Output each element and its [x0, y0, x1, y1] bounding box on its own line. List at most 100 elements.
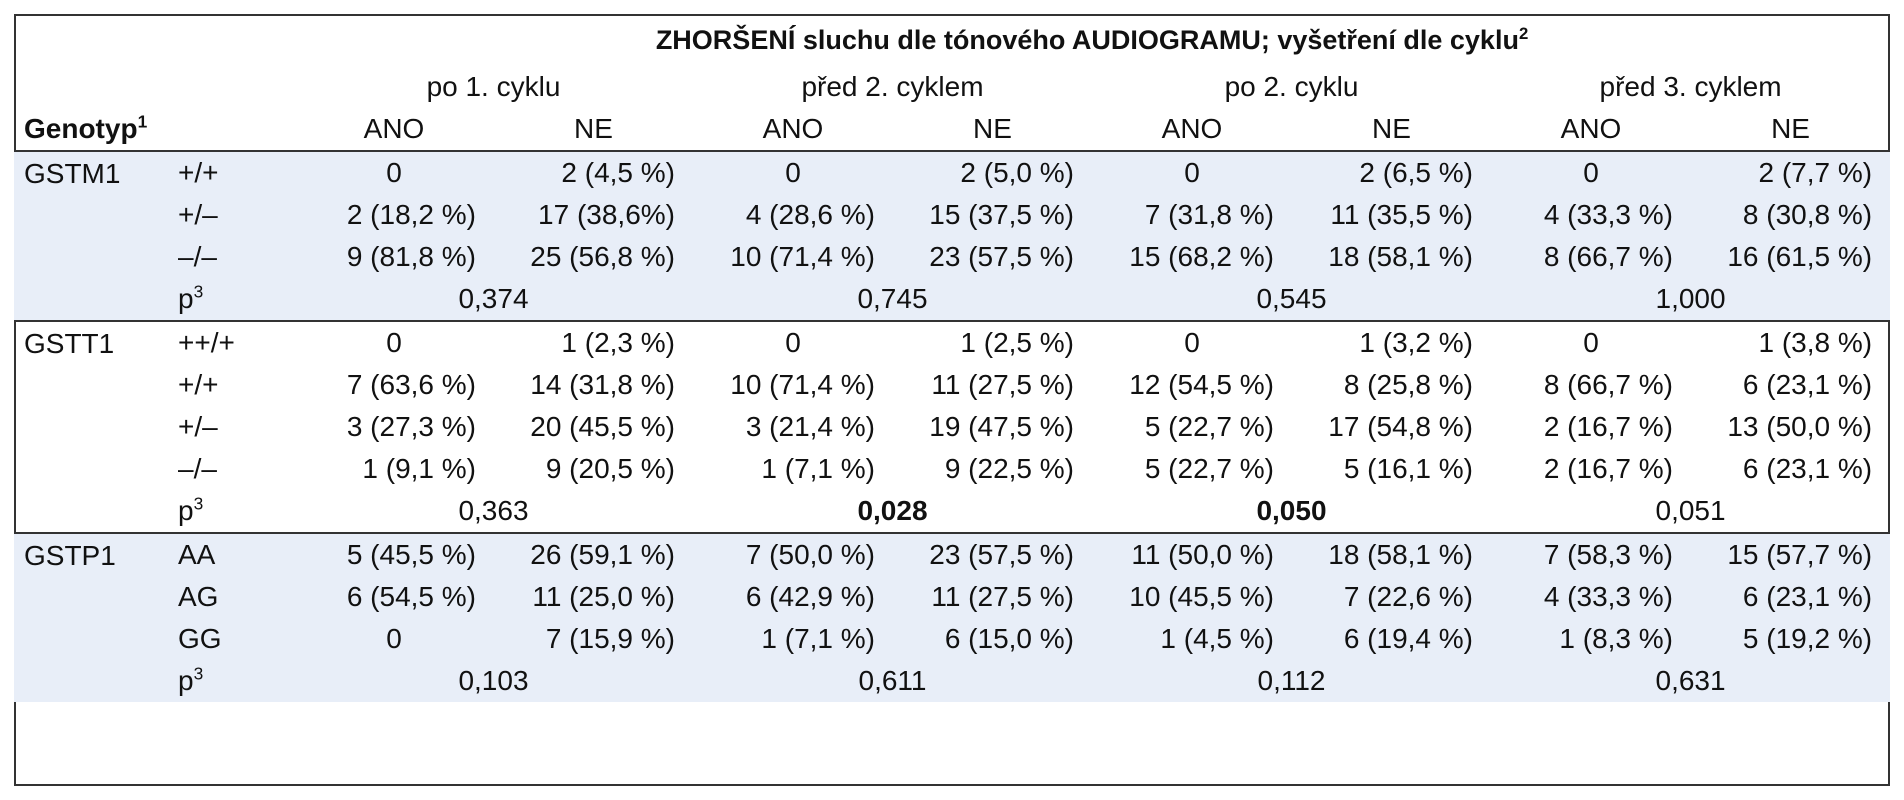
p-value-row: p3 0,103 0,611 0,112 0,631 — [14, 660, 1891, 702]
table-row: +/– 2 (18,2 %) 17 (38,6%) 4 (28,6 %) 15 (37,… — [14, 194, 1891, 236]
cycle-header: před 3. cyklem — [1599, 71, 1782, 102]
table-row: –/– 9 (81,8 %) 25 (56,8 %) 10 (71,4 %) 23 (5… — [14, 236, 1891, 278]
cycle-header: před 2. cyklem — [801, 71, 984, 102]
column-header-row: Genotyp1 ANO NE ANO NE ANO NE ANO NE — [14, 108, 1890, 151]
ano-value: 6 (42,9 %) — [693, 576, 893, 618]
p-value: 0,545 — [1092, 278, 1491, 321]
ano-header: ANO — [1560, 113, 1622, 144]
table-title: ZHORŠENÍ sluchu dle tónového AUDIOGRAMU;… — [655, 23, 1529, 55]
ne-value: 2 (5,0 %) — [893, 150, 1092, 194]
ano-value: 3 (27,3 %) — [346, 411, 476, 442]
ne-value: 23 (57,5 %) — [893, 236, 1092, 278]
genotype-label: –/– — [178, 453, 217, 484]
ne-value: 9 (20,5 %) — [545, 453, 675, 484]
p-value-row: p3 0,363 0,028 0,050 0,051 — [14, 490, 1890, 533]
ano-value: 11 (50,0 %) — [1092, 532, 1292, 576]
ano-value: 12 (54,5 %) — [1129, 369, 1274, 400]
genotype-hearing-table: ZHORŠENÍ sluchu dle tónového AUDIOGRAMU;… — [14, 14, 1891, 702]
ne-value: 2 (6,5 %) — [1292, 150, 1491, 194]
table-row: –/– 1 (9,1 %) 9 (20,5 %) 1 (7,1 %) 9 (22,5 %… — [14, 448, 1890, 490]
ne-value: 5 (19,2 %) — [1691, 618, 1891, 660]
gene-name: GSTP1 — [14, 532, 174, 702]
ne-value: 6 (19,4 %) — [1292, 618, 1491, 660]
ano-value: 1 (4,5 %) — [1092, 618, 1292, 660]
ano-value: 8 (66,7 %) — [1491, 236, 1691, 278]
ano-header: ANO — [363, 113, 425, 144]
ano-value: 2 (16,7 %) — [1543, 453, 1673, 484]
ano-value: 10 (71,4 %) — [693, 236, 893, 278]
ano-value: 8 (66,7 %) — [1543, 369, 1673, 400]
ne-value: 15 (57,7 %) — [1691, 532, 1891, 576]
ne-value: 6 (23,1 %) — [1742, 369, 1873, 400]
ne-value: 2 (4,5 %) — [494, 150, 693, 194]
ne-value: 1 (3,2 %) — [1292, 320, 1491, 364]
ano-value: 0 — [1491, 150, 1691, 194]
ano-value: 1 (9,1 %) — [362, 453, 476, 484]
ne-value: 13 (50,0 %) — [1727, 411, 1873, 442]
ano-value: 0 — [294, 320, 494, 364]
ne-value: 17 (38,6%) — [494, 194, 693, 236]
ano-value: 0 — [1092, 320, 1292, 364]
ano-value: 0 — [294, 150, 494, 194]
genotype-label: +/+ — [174, 150, 294, 194]
ano-value: 15 (68,2 %) — [1092, 236, 1292, 278]
ano-value: 0 — [294, 618, 494, 660]
table-row: +/+ 7 (63,6 %) 14 (31,8 %) 10 (71,4 %) 11 (2… — [14, 364, 1890, 406]
p-value: 0,363 — [458, 495, 529, 526]
p-value: 0,745 — [693, 278, 1092, 321]
ne-value: 9 (22,5 %) — [944, 453, 1074, 484]
ne-value: 11 (27,5 %) — [893, 576, 1092, 618]
ano-value: 0 — [1092, 150, 1292, 194]
genotype-label: +/– — [178, 411, 218, 442]
ano-header: ANO — [762, 113, 824, 144]
ne-value: 16 (61,5 %) — [1691, 236, 1891, 278]
p-value: 0,050 — [1256, 495, 1327, 526]
ne-value: 20 (45,5 %) — [530, 411, 675, 442]
table-row: GSTM1 +/+ 0 2 (4,5 %) 0 2 (5,0 %) 0 2 (6,5 %) 0 2… — [14, 150, 1891, 321]
ano-value: 9 (81,8 %) — [294, 236, 494, 278]
ne-value: 8 (30,8 %) — [1691, 194, 1891, 236]
genotype-label: AA — [174, 532, 294, 576]
p-label: p3 — [174, 278, 294, 321]
ne-value: 6 (23,1 %) — [1742, 453, 1873, 484]
p-value: 1,000 — [1491, 278, 1891, 321]
ne-header: NE — [1372, 113, 1411, 144]
ano-value: 5 (45,5 %) — [294, 532, 494, 576]
ne-value: 8 (25,8 %) — [1343, 369, 1473, 400]
table-body: GSTM1 +/+ 0 2 (4,5 %) 0 2 (5,0 %) 0 2 (6,5 %) 0 2… — [14, 150, 1891, 702]
p-value: 0,374 — [294, 278, 693, 321]
genotype-label: +/+ — [178, 369, 219, 400]
ano-value: 7 (50,0 %) — [693, 532, 893, 576]
p-value: 0,631 — [1491, 660, 1891, 702]
p-value: 0,028 — [857, 495, 928, 526]
p-value-row: p3 0,374 0,745 0,545 1,000 — [14, 278, 1891, 321]
ne-value: 11 (27,5 %) — [931, 369, 1074, 400]
ne-value: 25 (56,8 %) — [494, 236, 693, 278]
p-label: p3 — [174, 660, 294, 702]
ano-value: 10 (45,5 %) — [1092, 576, 1292, 618]
cycle-header-row: po 1. cyklu před 2. cyklem po 2. cyklu p… — [14, 66, 1890, 108]
ano-value: 0 — [693, 320, 893, 364]
p-value: 0,051 — [1655, 495, 1726, 526]
ano-value: 7 (31,8 %) — [1092, 194, 1292, 236]
ano-value: 7 (63,6 %) — [346, 369, 476, 400]
ano-value: 5 (22,7 %) — [1144, 453, 1274, 484]
ano-value: 4 (33,3 %) — [1491, 576, 1691, 618]
ne-value: 14 (31,8 %) — [530, 369, 675, 400]
ne-header: NE — [1771, 113, 1810, 144]
ne-value: 7 (22,6 %) — [1292, 576, 1491, 618]
ano-value: 4 (28,6 %) — [693, 194, 893, 236]
p-label: p3 — [178, 493, 204, 526]
ne-header: NE — [574, 113, 613, 144]
table-row: GSTT1 ++/+ 0 1 (2,3 %) 0 1 (2,5 %) 0 1 (3,2 %) 0… — [14, 320, 1891, 533]
p-value: 0,611 — [693, 660, 1092, 702]
ne-value: 18 (58,1 %) — [1292, 236, 1491, 278]
ne-value: 18 (58,1 %) — [1292, 532, 1491, 576]
ne-value: 1 (3,8 %) — [1691, 320, 1891, 364]
ano-value: 10 (71,4 %) — [730, 369, 875, 400]
genotype-header: Genotyp1 — [24, 111, 148, 144]
ano-value: 5 (22,7 %) — [1144, 411, 1274, 442]
ano-value: 1 (8,3 %) — [1491, 618, 1691, 660]
genotype-label: ++/+ — [174, 320, 294, 364]
genotype-label: GG — [174, 618, 294, 660]
